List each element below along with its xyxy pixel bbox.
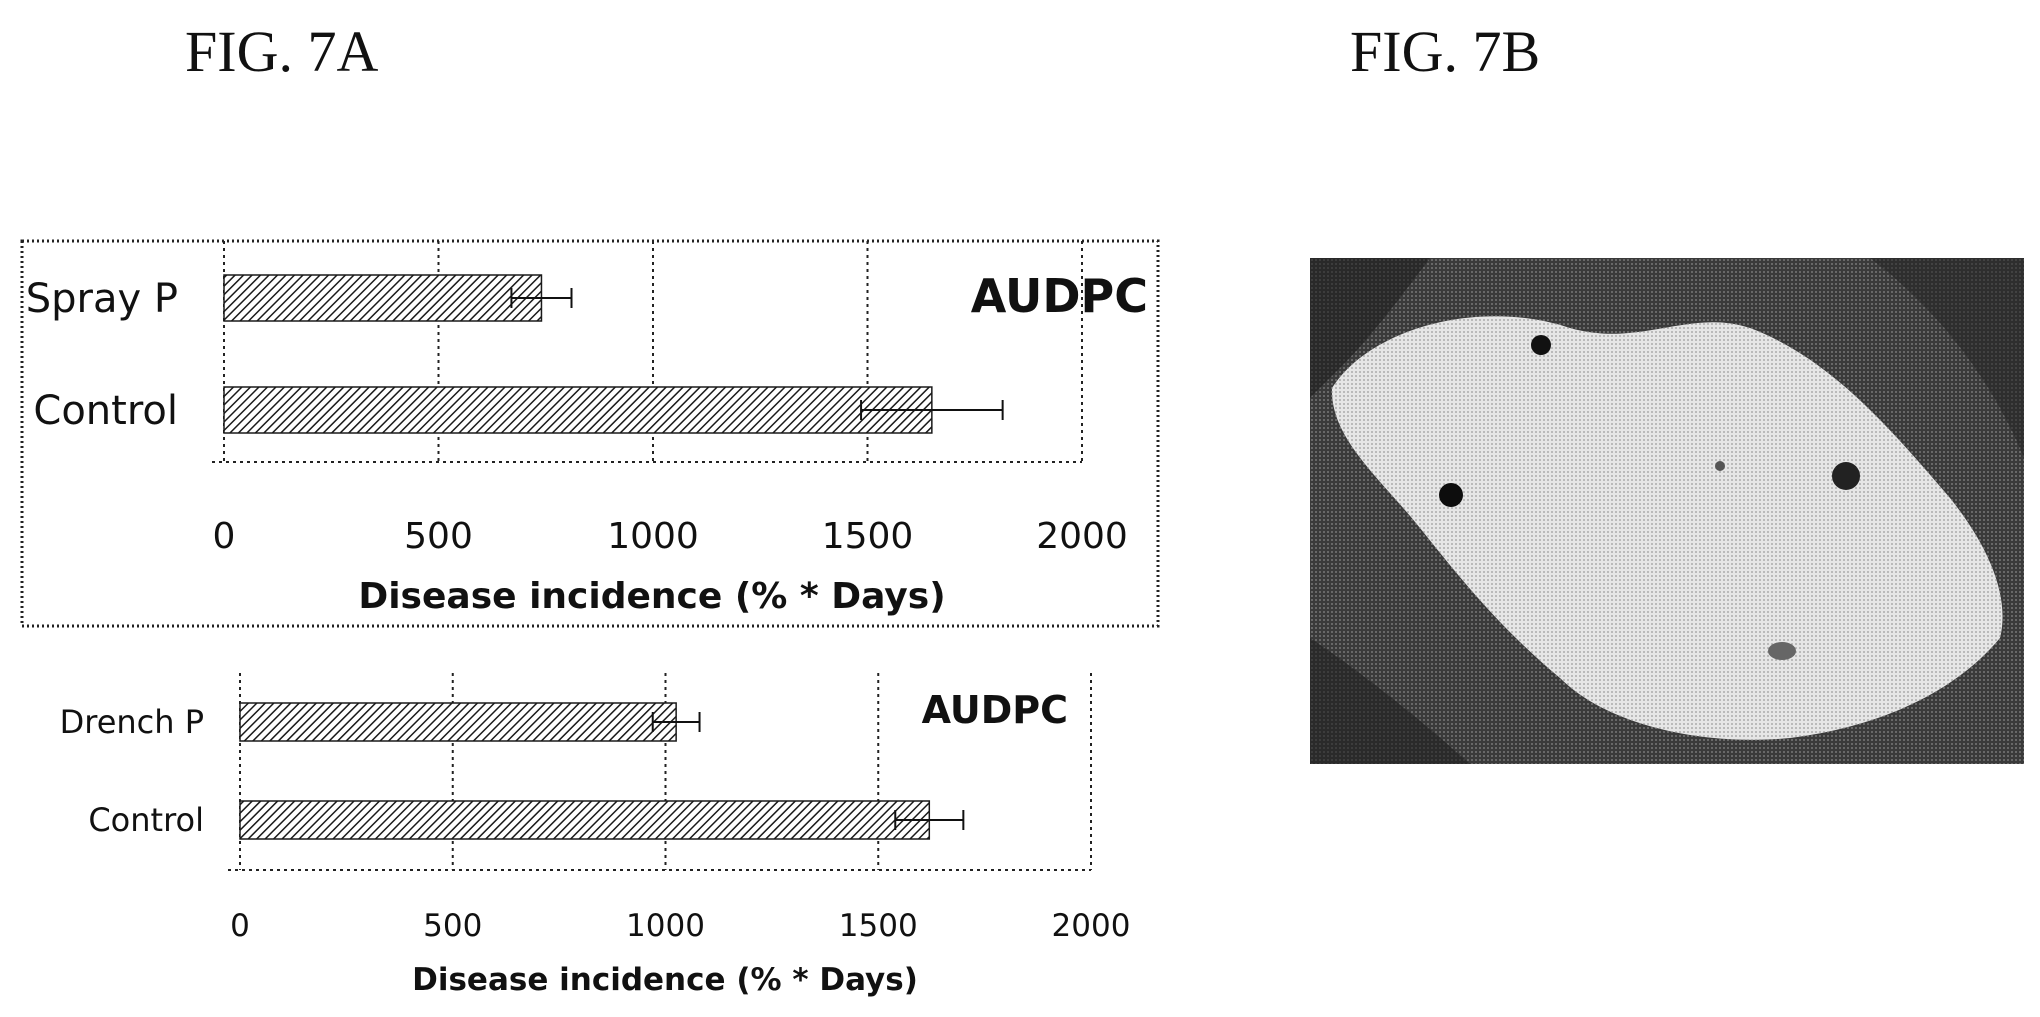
- lesion-spot: [1768, 642, 1796, 660]
- x-tick-label: 1500: [822, 516, 914, 557]
- x-axis-title: Disease incidence (% * Days): [358, 576, 945, 617]
- category-label: Spray P: [26, 276, 178, 322]
- bar: [239, 702, 677, 742]
- lesion-spot: [1832, 462, 1860, 490]
- x-tick-label: 0: [213, 516, 236, 557]
- chart-title: AUDPC: [971, 269, 1148, 323]
- x-tick-label: 0: [230, 908, 250, 944]
- bar: [239, 800, 931, 840]
- x-tick-label: 500: [404, 516, 473, 557]
- x-axis-title: Disease incidence (% * Days): [412, 962, 918, 998]
- category-label: Control: [33, 388, 178, 434]
- figure-7b-label: FIG. 7B: [1350, 19, 1541, 84]
- x-tick-label: 500: [423, 908, 482, 944]
- chart-spray-audpc: 0 500 1000 1500 2000 Spray P Control AUDPC Disea…: [20, 239, 1160, 628]
- lesion-spot: [1531, 335, 1551, 355]
- chart-drench-audpc: 0 500 1000 1500 2000 Drench P Control AUDPC Dise…: [60, 673, 1131, 998]
- lesion-spot: [1439, 483, 1463, 507]
- bar: [223, 274, 543, 322]
- lesion-spot: [1715, 461, 1725, 471]
- figure-7a-label: FIG. 7A: [185, 19, 379, 84]
- x-tick-label: 2000: [1036, 516, 1128, 557]
- category-label: Drench P: [60, 703, 204, 741]
- leaf-lesion-photo: [1310, 258, 2024, 764]
- x-tick-label: 1000: [626, 908, 705, 944]
- leaf-shape: [1331, 316, 2003, 740]
- x-tick-label: 1000: [607, 516, 699, 557]
- category-label: Control: [88, 801, 204, 839]
- chart-title: AUDPC: [922, 688, 1068, 732]
- bar: [223, 386, 933, 434]
- x-tick-label: 1500: [839, 908, 918, 944]
- x-tick-label: 2000: [1052, 908, 1131, 944]
